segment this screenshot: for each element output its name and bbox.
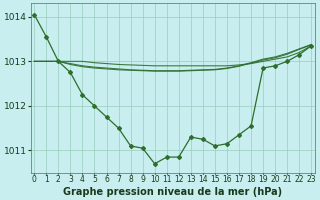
X-axis label: Graphe pression niveau de la mer (hPa): Graphe pression niveau de la mer (hPa) bbox=[63, 187, 282, 197]
